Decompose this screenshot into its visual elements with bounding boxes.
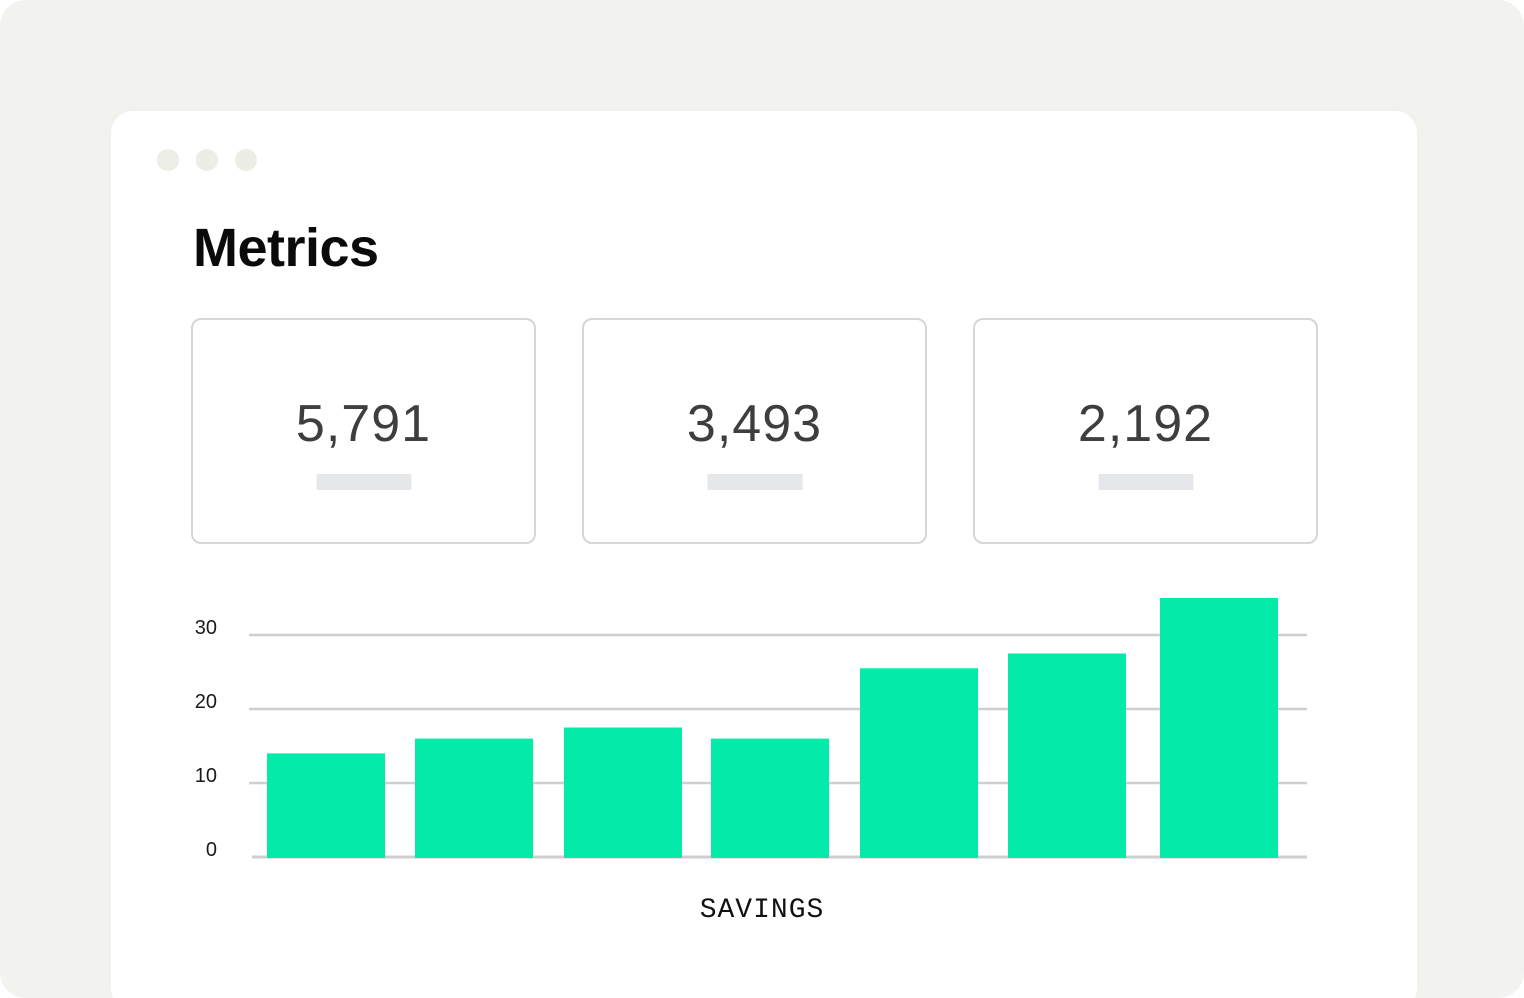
chart-bar[interactable] [1160,598,1278,858]
y-tick-label: 20 [195,691,217,713]
x-axis-label: SAVINGS [700,895,825,926]
chart-bar[interactable] [1008,653,1126,859]
metric-label-placeholder [1098,474,1193,490]
chart-y-ticks: 0 10 20 30 [195,617,217,861]
chart-bar[interactable] [415,738,533,858]
metric-card: 5,791 [191,318,536,544]
chart-bar[interactable] [267,753,385,858]
metric-value: 3,493 [686,395,823,453]
window-dot-icon[interactable] [157,149,179,171]
window-dot-icon[interactable] [196,149,218,171]
metric-value: 2,192 [1077,395,1214,453]
chart-bar[interactable] [711,738,829,858]
metric-card: 2,192 [973,318,1318,544]
chart-bar[interactable] [564,727,682,859]
metric-card: 3,493 [582,318,927,544]
y-tick-label: 10 [195,765,217,787]
metric-label-placeholder [316,474,411,490]
y-tick-label: 0 [206,839,217,861]
metric-value: 5,791 [295,395,432,453]
y-tick-label: 30 [195,617,217,639]
window-dot-icon[interactable] [235,149,257,171]
chart-bar[interactable] [860,668,978,858]
page-title: Metrics [193,218,379,278]
metric-label-placeholder [707,474,802,490]
chart-bars [267,598,1278,858]
